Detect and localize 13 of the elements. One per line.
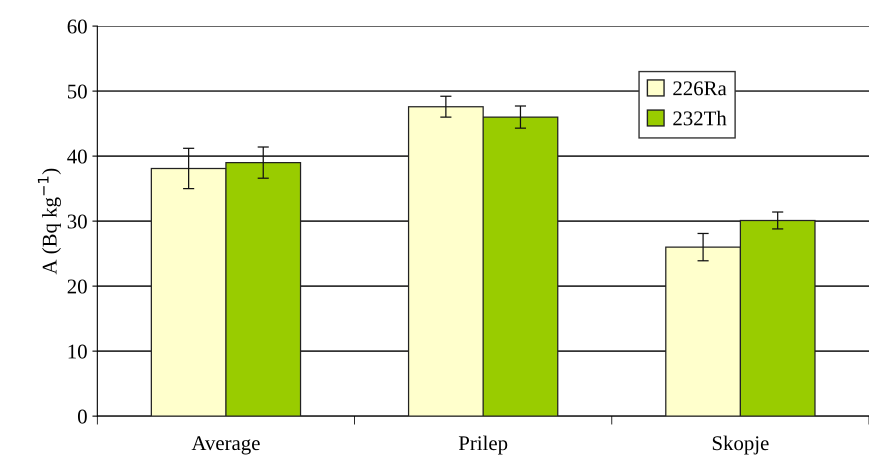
y-axis-title: A (Bq kg$^{−1}$) (38, 168, 61, 274)
y-tick-label: 20 (68, 280, 87, 294)
y-tick-label: 50 (68, 84, 87, 99)
y-tick-label: 0 (78, 410, 87, 424)
y-tick-label: 30 (68, 214, 87, 229)
x-tick-label: Skopje (712, 436, 769, 454)
y-tick-label: 60 (68, 19, 87, 34)
x-tick-label: Prilep (458, 436, 508, 454)
legend-label: 232Th (673, 110, 727, 126)
y-tick-label: 10 (68, 344, 87, 359)
legend-label: 226Ra (673, 81, 726, 96)
x-tick-label: Average (192, 436, 260, 454)
y-tick-label: 40 (67, 149, 87, 164)
